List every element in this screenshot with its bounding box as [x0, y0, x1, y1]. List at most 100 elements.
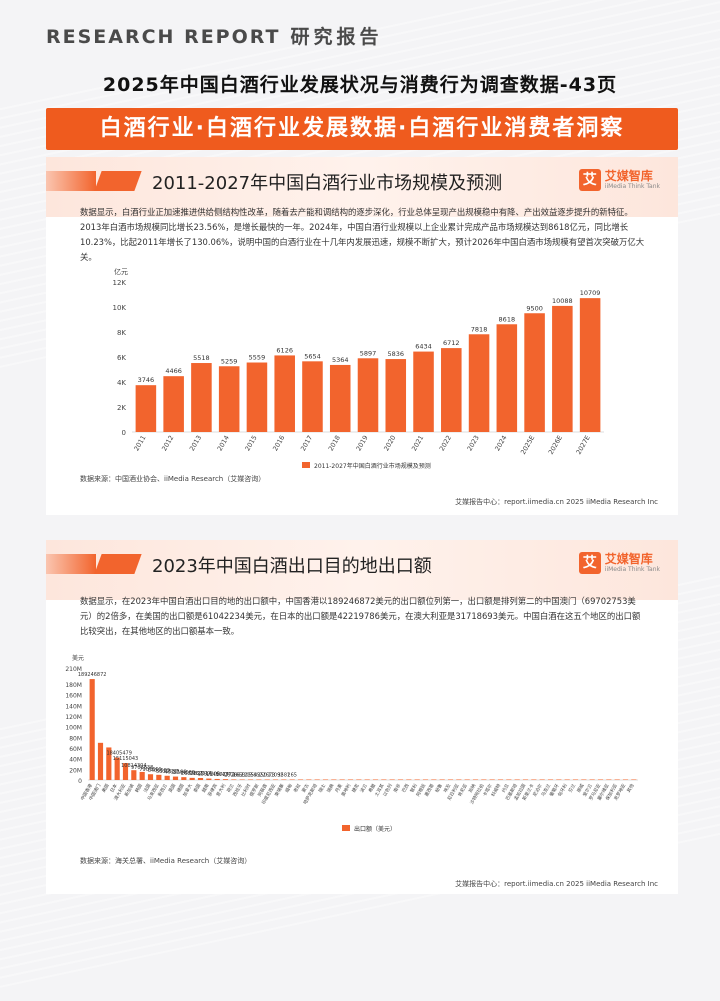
data-label: 292662	[224, 772, 243, 778]
x-tick-label: 英国	[167, 782, 178, 794]
x-tick-label: 其他	[625, 782, 636, 794]
data-label: 15115043	[113, 756, 138, 762]
brand-sub: iiMedia Think Tank	[604, 566, 660, 573]
x-tick-label: 希腊	[367, 782, 378, 794]
brand-name: 艾媒智库	[604, 169, 653, 183]
x-tick-label: 2019	[355, 434, 370, 452]
y-tick-label: 100M	[65, 725, 82, 732]
bar	[422, 779, 429, 780]
x-tick-label: 日本	[108, 782, 119, 794]
y-axis-unit: 亿元	[114, 267, 128, 276]
bar	[172, 776, 179, 780]
brand-icon: 艾	[578, 169, 601, 191]
bar	[464, 779, 470, 780]
bar	[364, 779, 370, 780]
bar	[564, 779, 570, 780]
data-label: 8618	[499, 315, 516, 323]
card-description: 数据显示，白酒行业正加速推进供给侧结构性改革，随着去产能和调结构的逐步深化，行业…	[80, 207, 645, 262]
y-tick-label: 60M	[69, 746, 82, 753]
bar	[218, 366, 240, 432]
data-label: 572772	[216, 772, 235, 778]
data-label: 265	[287, 773, 297, 779]
x-tick-label: 秘鲁	[433, 782, 444, 794]
y-tick-label: 0	[78, 778, 82, 785]
bar	[589, 779, 595, 780]
bar	[339, 779, 345, 780]
data-label: 165305	[233, 773, 252, 779]
card-footer: 艾媒报告中心：report.iimedia.cn 2025 iiMedia Re…	[455, 880, 658, 888]
bar	[156, 774, 162, 780]
x-tick-label: 蒙古	[300, 782, 311, 794]
brand-logo: 艾 艾媒智库 iiMedia Think Tank	[578, 552, 660, 574]
bar	[381, 779, 387, 780]
y-tick-label: 4K	[117, 379, 126, 387]
x-tick-label: 2013	[188, 434, 203, 452]
x-tick-label: 2024	[493, 434, 508, 452]
bar	[189, 777, 195, 780]
data-label: 9500	[526, 304, 543, 312]
data-label: 121595	[241, 773, 260, 779]
y-tick-label: 140M	[65, 703, 82, 710]
y-tick-label: 120M	[65, 714, 82, 721]
y-tick-label: 210M	[65, 666, 82, 673]
data-label: 10814304	[121, 763, 146, 769]
bar	[385, 359, 407, 432]
bar	[456, 779, 462, 780]
y-tick-label: 12K	[113, 279, 127, 287]
bar	[163, 376, 184, 432]
x-tick-label: 加纳	[467, 782, 478, 794]
data-label: 5364	[332, 356, 349, 364]
bar	[197, 778, 204, 780]
legend-swatch	[342, 825, 350, 831]
y-tick-label: 160M	[65, 693, 82, 700]
legend-swatch	[302, 462, 310, 468]
x-tick-label: 丹麦	[333, 782, 344, 794]
legend-label: 2011-2027年中国白酒行业市场规模及预测	[314, 462, 431, 470]
bar	[406, 779, 412, 780]
bar	[302, 361, 323, 432]
bar	[272, 779, 279, 780]
report-header-en: RESEARCH REPORT	[46, 26, 281, 48]
x-tick-label: 2018	[327, 434, 342, 452]
bar	[622, 779, 629, 780]
data-label: 5836	[387, 350, 404, 358]
x-tick-label: 捷克	[350, 782, 361, 794]
bar	[191, 363, 212, 432]
data-label: 1962514	[189, 771, 211, 777]
bar	[497, 779, 504, 780]
data-label: 3746	[138, 376, 155, 384]
card-title: 2023年中国白酒出口目的地出口额	[152, 556, 432, 577]
x-tick-label: 2011	[132, 434, 147, 452]
bar	[496, 324, 518, 432]
bar	[139, 771, 145, 780]
data-label: 4011199	[164, 770, 186, 776]
x-tick-label: 泰国	[192, 782, 203, 794]
x-tick-label: 波兰	[358, 782, 369, 794]
brand-logo: 艾 艾媒智库 iiMedia Think Tank	[578, 169, 660, 191]
bar	[552, 305, 573, 432]
y-tick-label: 8K	[117, 329, 126, 337]
data-label: 9703838	[131, 765, 153, 771]
bar	[131, 770, 137, 780]
brand-name: 艾媒智库	[604, 552, 653, 566]
bar	[631, 779, 637, 780]
x-tick-label: 2015	[243, 434, 258, 452]
x-tick-label: 2026E	[547, 434, 564, 456]
x-tick-label: 智利	[408, 782, 419, 794]
y-tick-label: 2K	[117, 404, 126, 412]
bar	[489, 779, 495, 780]
bar	[181, 777, 187, 780]
data-source: 数据来源：海关总署、iiMedia Research（艾媒咨询）	[80, 857, 252, 865]
y-tick-label: 10K	[113, 304, 127, 312]
x-tick-label: 2014	[216, 434, 231, 452]
card-title: 2011-2027年中国白酒行业市场规模及预测	[152, 173, 503, 194]
bar	[413, 351, 434, 432]
bar	[89, 679, 95, 780]
bar	[581, 779, 587, 780]
y-tick-label: 180M	[65, 682, 82, 689]
bar	[114, 757, 120, 780]
market-size-card: 2011-2027年中国白酒行业市场规模及预测 艾 艾媒智库 iiMedia T…	[46, 157, 678, 515]
bar	[274, 355, 295, 432]
page-title: 2025年中国白酒行业发展状况与消费行为调查数据-43页	[102, 74, 618, 96]
export-chart: 美元020M40M60M80M100M120M140M160M180M210M1…	[65, 654, 638, 833]
